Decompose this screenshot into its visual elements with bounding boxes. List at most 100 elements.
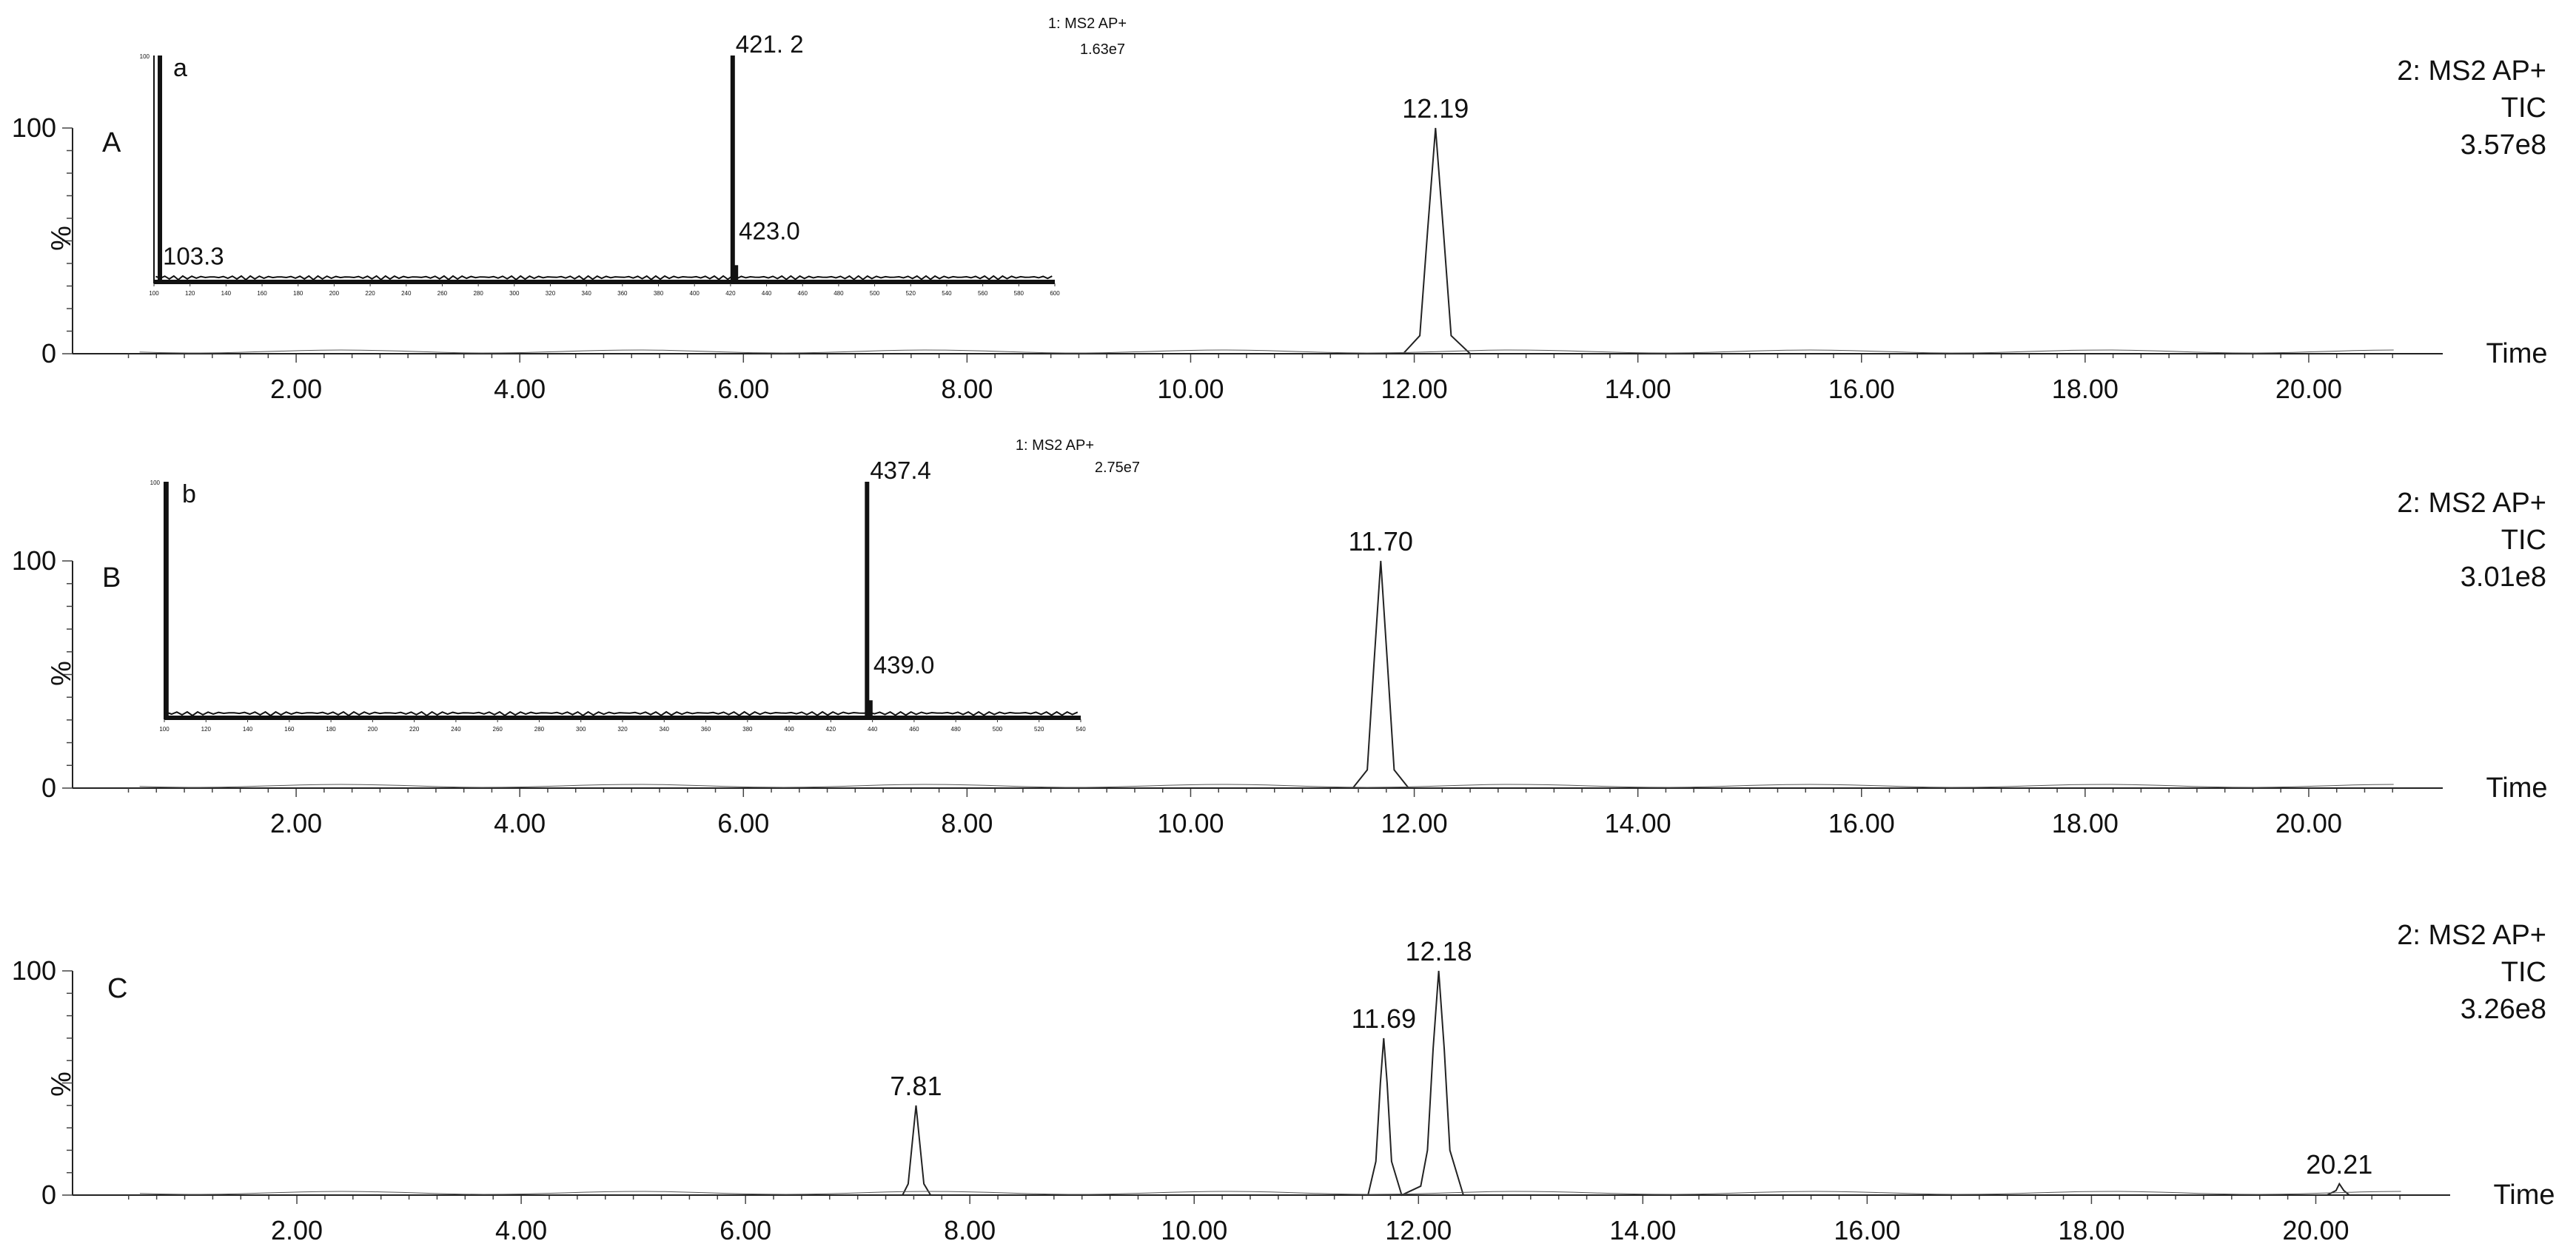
inset-x-tick-label: 280 — [534, 726, 545, 733]
inset-x-tick-label: 380 — [742, 726, 753, 733]
chromatogram-panel-c: 2.00 4.00 6.00 8.00 10.00 12.00 14.00 16.00 18.0… — [12, 920, 2555, 1245]
inset-x-tick-label: 140 — [243, 726, 253, 733]
spectrum-peak — [734, 265, 739, 283]
x-axis-label: Time — [2486, 338, 2547, 369]
inset-x-tick-label: 140 — [221, 290, 232, 297]
inset-x-tick-label: 340 — [581, 290, 591, 297]
inset-x-tick-label: 440 — [762, 290, 772, 297]
inset-x-tick-label: 120 — [185, 290, 195, 297]
spectrum-peak-label: 423.0 — [739, 218, 800, 245]
spectrum-peak — [865, 482, 870, 719]
inset-x-tick-label: 540 — [1076, 726, 1086, 733]
inset-x-tick-label: 420 — [826, 726, 836, 733]
y-tick-label: 100 — [12, 112, 56, 143]
peak-label: 12.19 — [1402, 93, 1469, 124]
inset-y-tick-label: 100 — [140, 53, 150, 60]
peak-label: 11.70 — [1349, 526, 1413, 556]
inset-x-tick-label: 500 — [870, 290, 880, 297]
x-axis-label: Time — [2486, 773, 2547, 804]
x-tick-label: 10.00 — [1157, 374, 1224, 404]
trace-info-line: 3.57e8 — [2461, 130, 2546, 161]
peak-label: 12.18 — [1406, 936, 1472, 966]
inset-label: a — [173, 54, 187, 82]
inset-x-tick-label: 360 — [701, 726, 711, 733]
chromatogram-trace — [139, 560, 2421, 789]
inset-x-tick-label: 100 — [159, 726, 170, 733]
inset-x-tick-label: 220 — [409, 726, 420, 733]
x-tick-label: 14.00 — [1605, 374, 1671, 404]
x-tick-label: 16.00 — [1834, 1215, 1900, 1245]
inset-x-tick-label: 220 — [365, 290, 375, 297]
chromatogram-panel-b: 2.00 4.00 6.00 8.00 10.00 12.00 14.00 16.00 18.0… — [12, 437, 2548, 838]
inset-x-tick-label: 340 — [660, 726, 670, 733]
chromatogram-trace — [139, 127, 2421, 354]
inset-info-line: 1: MS2 AP+ — [1048, 16, 1127, 32]
inset-x-tick-label: 480 — [833, 290, 844, 297]
x-tick-label: 10.00 — [1157, 808, 1224, 838]
inset-x-tick-label: 400 — [784, 726, 794, 733]
trace-info-line: 2: MS2 AP+ — [2397, 56, 2546, 87]
inset-x-tick-label: 600 — [1050, 290, 1060, 297]
x-tick-label: 4.00 — [494, 374, 546, 404]
inset-x-tick-label: 400 — [690, 290, 700, 297]
x-tick-label: 12.00 — [1381, 808, 1448, 838]
inset-x-tick-label: 100 — [149, 290, 159, 297]
inset-baseline — [164, 716, 1081, 720]
x-tick-label: 14.00 — [1609, 1215, 1676, 1245]
inset-x-tick-label: 560 — [978, 290, 988, 297]
x-tick-label: 8.00 — [941, 374, 993, 404]
inset-x-tick-label: 440 — [868, 726, 878, 733]
trace-info-line: 3.26e8 — [2461, 994, 2546, 1025]
panel-label: C — [107, 973, 127, 1004]
spectrum-peak-label: 421. 2 — [736, 30, 804, 58]
y-tick-label: 0 — [41, 1180, 56, 1210]
x-tick-label: 18.00 — [2052, 808, 2119, 838]
inset-x-tick-label: 280 — [473, 290, 483, 297]
x-tick-label: 20.00 — [2275, 374, 2342, 404]
inset-x-tick-label: 580 — [1014, 290, 1024, 297]
inset-x-tick-label: 160 — [257, 290, 267, 297]
spectrum-peak-label: 437.4 — [870, 457, 931, 484]
inset-info-line: 2.75e7 — [1095, 460, 1140, 476]
inset-x-tick-label: 380 — [654, 290, 664, 297]
inset-x-tick-label: 320 — [546, 290, 556, 297]
baseline-noise — [139, 349, 2394, 354]
x-tick-label: 16.00 — [1828, 808, 1895, 838]
inset-label: b — [182, 480, 196, 508]
x-tick-label: 4.00 — [495, 1215, 547, 1245]
y-tick-label: 0 — [41, 338, 56, 369]
chromatogram-trace — [139, 970, 2428, 1197]
inset-x-tick-label: 240 — [451, 726, 461, 733]
inset-x-tick-label: 480 — [951, 726, 962, 733]
trace-info-line: TIC — [2501, 525, 2546, 556]
y-tick-label: 0 — [41, 773, 56, 803]
spectrum-peak — [868, 700, 873, 719]
trace-info-line: 2: MS2 AP+ — [2397, 920, 2546, 951]
inset-noise — [166, 710, 1079, 717]
y-axis-label: % — [46, 661, 77, 686]
inset-x-tick-label: 160 — [284, 726, 295, 733]
inset-x-tick-label: 180 — [326, 726, 336, 733]
inset-x-tick-label: 460 — [798, 290, 808, 297]
spectrum-peak-label: 439.0 — [873, 651, 935, 679]
spectrum-peak — [158, 56, 163, 283]
baseline-noise — [139, 784, 2394, 788]
y-tick-label: 100 — [12, 545, 56, 576]
inset-x-tick-label: 180 — [293, 290, 303, 297]
x-axis-label: Time — [2493, 1180, 2555, 1211]
x-tick-label: 18.00 — [2052, 374, 2119, 404]
x-tick-label: 6.00 — [717, 808, 769, 838]
inset-baseline — [154, 280, 1055, 284]
trace-info-line: 2: MS2 AP+ — [2397, 488, 2546, 519]
inset-x-tick-label: 460 — [909, 726, 919, 733]
peak-label: 11.69 — [1352, 1003, 1416, 1034]
trace-info-line: TIC — [2501, 92, 2546, 124]
x-tick-label: 20.00 — [2282, 1215, 2349, 1245]
x-tick-label: 6.00 — [717, 374, 769, 404]
inset-x-tick-label: 300 — [576, 726, 586, 733]
baseline-noise — [139, 1191, 2401, 1195]
x-tick-label: 18.00 — [2058, 1215, 2124, 1245]
x-tick-label: 20.00 — [2275, 808, 2342, 838]
inset-x-tick-label: 500 — [993, 726, 1003, 733]
x-tick-label: 6.00 — [720, 1215, 771, 1245]
